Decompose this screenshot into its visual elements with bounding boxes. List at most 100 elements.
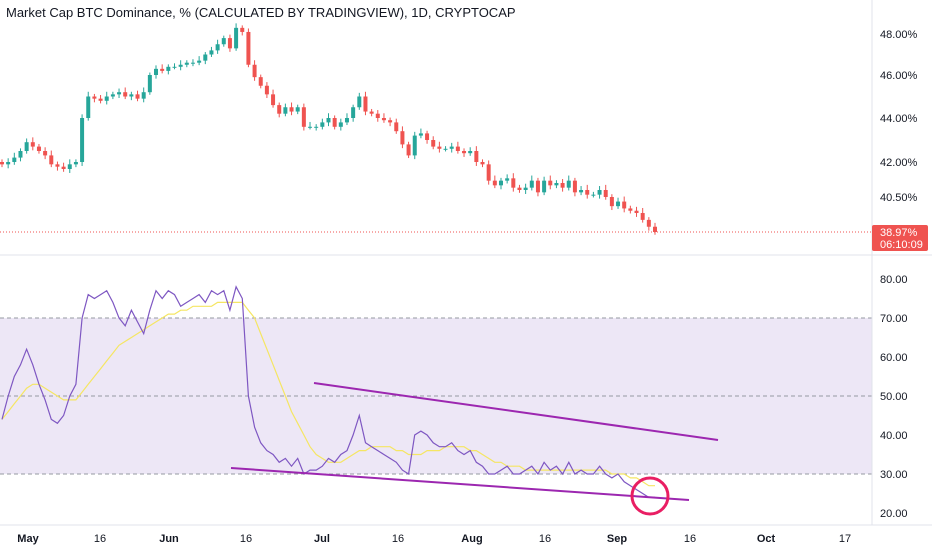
candle-body[interactable] — [67, 164, 72, 169]
candle-body[interactable] — [55, 164, 60, 167]
candle-body[interactable] — [301, 107, 306, 127]
candle-body[interactable] — [178, 64, 183, 67]
price-axis-label[interactable]: 48.00% — [880, 29, 918, 41]
candle-body[interactable] — [227, 38, 232, 49]
candle-body[interactable] — [36, 146, 41, 151]
candle-body[interactable] — [12, 157, 17, 162]
candle-body[interactable] — [597, 190, 602, 195]
time-axis-label[interactable]: Jul — [314, 533, 330, 545]
candle-body[interactable] — [357, 96, 362, 108]
candle-body[interactable] — [252, 64, 257, 78]
candle-body[interactable] — [535, 180, 540, 193]
candle-body[interactable] — [628, 208, 633, 211]
candle-body[interactable] — [369, 111, 374, 114]
candle-body[interactable] — [344, 118, 349, 123]
candle-body[interactable] — [141, 92, 146, 99]
candle-body[interactable] — [110, 94, 115, 97]
time-axis-label[interactable]: May — [17, 533, 39, 545]
candle-body[interactable] — [394, 122, 399, 132]
candle-body[interactable] — [184, 62, 189, 65]
price-axis-label[interactable]: 44.00% — [880, 113, 918, 125]
rsi-axis-label[interactable]: 60.00 — [880, 352, 908, 364]
candle-body[interactable] — [6, 162, 11, 165]
rsi-axis-label[interactable]: 70.00 — [880, 313, 908, 325]
time-axis-label[interactable]: 16 — [684, 533, 696, 545]
candle-body[interactable] — [517, 187, 522, 190]
candle-body[interactable] — [80, 118, 85, 162]
candle-body[interactable] — [351, 107, 356, 118]
candle-body[interactable] — [462, 151, 467, 154]
candle-body[interactable] — [98, 98, 103, 101]
candle-body[interactable] — [455, 146, 460, 151]
candle-body[interactable] — [474, 151, 479, 162]
candle-body[interactable] — [172, 66, 177, 68]
candle-body[interactable] — [147, 75, 152, 93]
candle-body[interactable] — [640, 213, 645, 220]
price-axis-label[interactable]: 46.00% — [880, 70, 918, 82]
candle-body[interactable] — [603, 190, 608, 197]
time-axis-label[interactable]: Jun — [159, 533, 179, 545]
candle-body[interactable] — [258, 77, 263, 86]
candle-body[interactable] — [129, 94, 134, 97]
candle-body[interactable] — [622, 201, 627, 209]
candle-body[interactable] — [24, 142, 29, 151]
candle-body[interactable] — [295, 107, 300, 112]
candle-body[interactable] — [468, 151, 473, 154]
candle-body[interactable] — [73, 162, 78, 165]
candle-body[interactable] — [246, 31, 251, 65]
time-axis-labels[interactable]: May 16 Jun 16 Jul 16 Aug 16 Sep 16 Oct 17 — [17, 533, 851, 545]
candle-body[interactable] — [480, 162, 485, 165]
candle-body[interactable] — [135, 94, 140, 99]
candle-body[interactable] — [289, 107, 294, 112]
candle-body[interactable] — [190, 62, 195, 64]
candle-body[interactable] — [634, 210, 639, 214]
rsi-axis-labels[interactable]: 80.00 70.00 60.00 50.00 40.00 30.00 20.00 — [880, 274, 908, 520]
candle-body[interactable] — [511, 178, 516, 188]
rsi-axis-label[interactable]: 30.00 — [880, 469, 908, 481]
candle-body[interactable] — [498, 180, 503, 186]
time-axis-label[interactable]: 16 — [539, 533, 551, 545]
candle-body[interactable] — [653, 226, 657, 232]
candle-body[interactable] — [492, 180, 497, 186]
candle-body[interactable] — [412, 135, 417, 156]
price-axis-label[interactable]: 40.50% — [880, 192, 918, 204]
candle-body[interactable] — [505, 178, 510, 181]
candle-body[interactable] — [646, 219, 651, 227]
candle-body[interactable] — [166, 66, 171, 71]
time-axis-label[interactable]: 17 — [839, 533, 851, 545]
candle-body[interactable] — [572, 180, 577, 193]
candle-body[interactable] — [591, 194, 596, 196]
candle-body[interactable] — [542, 180, 547, 193]
candlestick-series[interactable] — [0, 23, 657, 235]
candle-body[interactable] — [523, 187, 528, 190]
candle-body[interactable] — [92, 96, 97, 99]
candle-body[interactable] — [437, 146, 442, 149]
time-axis-label[interactable]: 16 — [94, 533, 106, 545]
candle-body[interactable] — [406, 144, 411, 156]
candle-body[interactable] — [43, 151, 48, 156]
candle-body[interactable] — [554, 183, 559, 186]
candle-body[interactable] — [400, 131, 405, 145]
candle-body[interactable] — [271, 94, 276, 106]
candle-body[interactable] — [418, 133, 423, 136]
candle-body[interactable] — [123, 92, 128, 97]
time-axis-label[interactable]: Oct — [757, 533, 776, 545]
candle-body[interactable] — [264, 85, 269, 95]
candle-body[interactable] — [86, 96, 91, 119]
price-axis-label[interactable]: 42.00% — [880, 157, 918, 169]
candle-body[interactable] — [240, 27, 245, 32]
lower-trendline[interactable] — [230, 467, 690, 501]
candle-body[interactable] — [529, 180, 534, 188]
candle-body[interactable] — [117, 92, 122, 95]
candle-body[interactable] — [375, 113, 380, 118]
candle-body[interactable] — [425, 133, 430, 140]
time-axis-label[interactable]: 16 — [240, 533, 252, 545]
candle-body[interactable] — [332, 118, 337, 127]
candle-body[interactable] — [616, 201, 621, 207]
time-axis-label[interactable]: Sep — [607, 533, 627, 545]
candle-body[interactable] — [381, 118, 386, 121]
candle-body[interactable] — [443, 148, 448, 150]
candle-body[interactable] — [585, 190, 590, 195]
candle-body[interactable] — [363, 96, 368, 112]
candle-body[interactable] — [0, 162, 4, 165]
